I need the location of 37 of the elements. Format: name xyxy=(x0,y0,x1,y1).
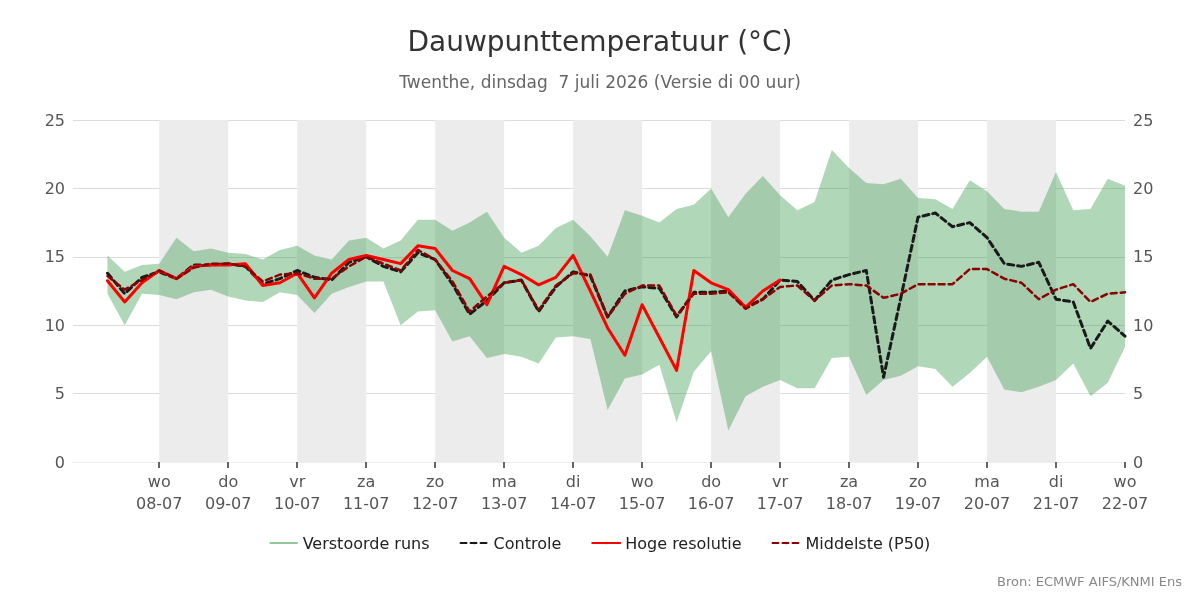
legend-label: Hoge resolutie xyxy=(625,533,742,553)
x-tick-label: zo 19-07 xyxy=(894,471,942,513)
y-tick-label: 5 xyxy=(54,384,65,404)
x-tick-label: do 16-07 xyxy=(687,471,735,513)
y-tick-label: 20 xyxy=(44,178,65,198)
x-tick-label: za 11-07 xyxy=(342,471,390,513)
legend-label: Middelste (P50) xyxy=(805,533,931,553)
y2-tick-label: 10 xyxy=(1133,315,1154,335)
y-tick-label: 15 xyxy=(44,247,65,267)
text: Bron: ECMWF AIFS/KNMI Ens xyxy=(997,574,1183,589)
x-tick-label: di 14-07 xyxy=(549,471,597,513)
line-series xyxy=(106,248,1127,319)
y-tick-label: 25 xyxy=(44,110,65,130)
chart-title: Dauwpunttemperatuur (°C) xyxy=(407,24,793,58)
x-tick-label: wo 22-07 xyxy=(1101,471,1149,513)
x-tick-label: ma 20-07 xyxy=(963,471,1011,513)
y2-tick-label: 20 xyxy=(1133,178,1154,198)
y2-tick-label: 0 xyxy=(1133,452,1144,472)
line-series xyxy=(105,244,782,372)
x-tick-label: vr 10-07 xyxy=(273,471,321,513)
x-tick-label: ma 13-07 xyxy=(480,471,528,513)
y2-tick-label: 15 xyxy=(1133,247,1154,267)
x-tick-label: wo 08-07 xyxy=(135,471,183,513)
line-series xyxy=(105,211,1127,379)
legend-label: Controle xyxy=(493,533,562,553)
x-tick-label: vr 17-07 xyxy=(756,471,804,513)
chart-subtitle: Twenthe, dinsdag 7 juli 2026 (Versie di 00 uur) xyxy=(398,71,801,92)
x-tick-label: za 18-07 xyxy=(825,471,873,513)
y-tick-label: 0 xyxy=(54,452,65,472)
x-tick-label: zo 12-07 xyxy=(411,471,459,513)
x-tick-label: do 09-07 xyxy=(204,471,252,513)
y-tick-label: 10 xyxy=(44,315,65,335)
x-tick-label: di 21-07 xyxy=(1032,471,1080,513)
y2-tick-label: 25 xyxy=(1133,110,1154,130)
legend-label: Verstoorde runs xyxy=(302,533,430,553)
y2-tick-label: 5 xyxy=(1133,384,1144,404)
x-tick-label: wo 15-07 xyxy=(618,471,666,513)
